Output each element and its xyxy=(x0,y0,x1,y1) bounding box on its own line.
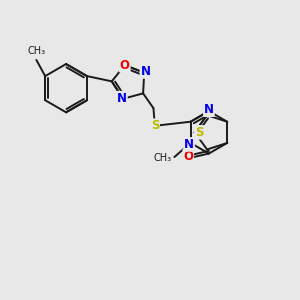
Text: O: O xyxy=(120,59,130,72)
Text: N: N xyxy=(140,65,150,78)
Text: N: N xyxy=(204,103,214,116)
Text: N: N xyxy=(184,138,194,151)
Text: O: O xyxy=(183,150,193,163)
Text: S: S xyxy=(195,126,203,139)
Text: CH₃: CH₃ xyxy=(154,153,172,163)
Text: S: S xyxy=(151,119,159,132)
Text: CH₃: CH₃ xyxy=(27,46,45,56)
Text: N: N xyxy=(117,92,127,105)
